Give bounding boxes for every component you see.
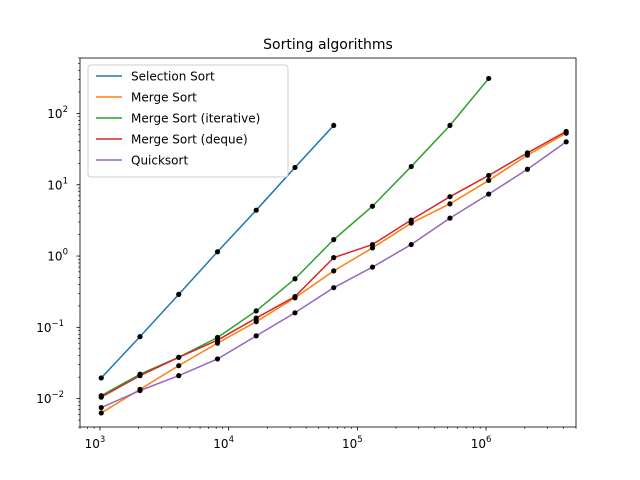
y-tick-label: 100	[47, 248, 68, 264]
plot-frame	[79, 57, 577, 428]
legend: Selection Sort Merge Sort Merge Sort (iter…	[87, 64, 289, 178]
data-point-2-9	[447, 122, 453, 129]
data-point-4-3	[214, 356, 221, 362]
data-point-4-7	[369, 264, 376, 270]
data-point-1-10	[486, 177, 492, 184]
legend-box	[87, 64, 289, 178]
data-point-2-8	[408, 163, 414, 170]
data-point-3-8	[408, 217, 414, 223]
data-point-1-2	[176, 363, 182, 369]
data-point-2-6	[331, 237, 337, 243]
data-point-4-1	[137, 387, 143, 394]
y-tick-label: 10−2	[36, 390, 64, 406]
data-point-4-11	[524, 166, 531, 172]
data-point-3-11	[524, 150, 531, 156]
axes-layer: 103 104 105 106 10−2 10−1 100 101 102	[36, 57, 577, 451]
data-point-4-12	[563, 139, 569, 145]
data-point-0-3	[214, 249, 221, 255]
y-tick-label: 101	[47, 176, 68, 192]
data-point-1-0	[98, 410, 104, 416]
data-point-3-1	[137, 373, 143, 379]
series-layer	[98, 75, 569, 416]
data-point-4-6	[331, 285, 337, 291]
legend-label: Quicksort	[131, 154, 188, 168]
data-point-4-2	[176, 373, 182, 379]
data-point-3-12	[563, 128, 569, 135]
x-tick-label: 104	[213, 435, 234, 451]
data-point-0-4	[253, 207, 259, 213]
data-point-2-5	[292, 276, 298, 282]
data-point-3-10	[486, 172, 492, 179]
data-point-0-0	[98, 375, 104, 381]
x-tick-label: 105	[342, 435, 363, 451]
data-point-4-5	[292, 310, 298, 316]
data-point-1-9	[447, 201, 453, 207]
data-point-2-4	[253, 308, 259, 314]
data-point-0-6	[331, 122, 337, 129]
y-tick-label: 102	[47, 105, 68, 121]
x-tick-label: 106	[471, 435, 492, 451]
data-point-4-10	[486, 191, 492, 197]
data-point-2-7	[369, 203, 376, 209]
y-tick-label: 10−1	[36, 319, 64, 335]
data-point-2-10	[486, 75, 492, 82]
data-point-0-5	[292, 164, 298, 171]
x-tick-label: 103	[85, 435, 106, 451]
legend-label: Merge Sort (deque)	[131, 133, 248, 147]
data-point-4-8	[408, 241, 414, 248]
data-point-3-4	[253, 315, 259, 321]
legend-label: Selection Sort	[131, 70, 215, 84]
data-point-4-9	[447, 215, 453, 221]
data-point-0-1	[137, 334, 143, 340]
data-point-4-4	[253, 333, 259, 339]
data-point-3-5	[292, 293, 298, 300]
data-point-3-2	[176, 354, 182, 360]
chart-title: Sorting algorithms	[263, 37, 393, 53]
data-point-1-6	[331, 268, 337, 274]
data-point-3-3	[214, 337, 221, 343]
data-point-0-2	[176, 291, 182, 297]
legend-label: Merge Sort (iterative)	[131, 112, 260, 126]
series-line-4	[100, 140, 568, 409]
legend-label: Merge Sort	[131, 91, 197, 105]
data-point-1-4	[253, 319, 259, 325]
data-point-3-9	[447, 194, 453, 200]
data-point-3-6	[331, 255, 337, 261]
data-point-4-0	[98, 404, 104, 411]
data-point-3-7	[369, 241, 376, 248]
data-point-3-0	[98, 394, 104, 400]
